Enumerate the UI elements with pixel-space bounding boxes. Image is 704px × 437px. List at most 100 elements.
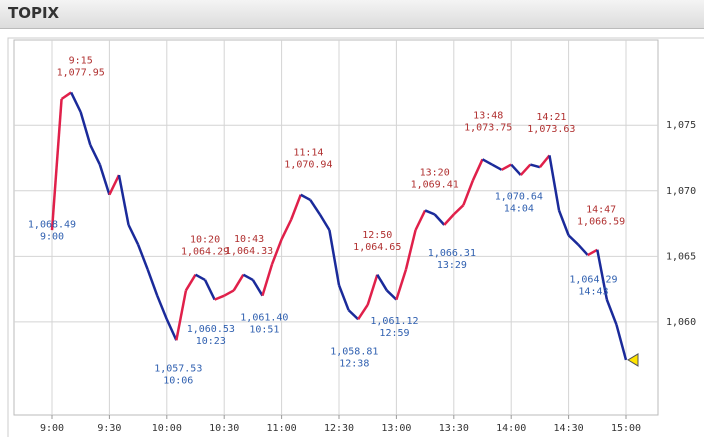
price-segment <box>89 144 101 166</box>
price-segment <box>366 274 379 306</box>
x-tick-label: 15:00 <box>611 423 641 434</box>
price-segment <box>414 209 427 231</box>
price-segment <box>194 273 206 282</box>
annotation-text: 1,060.53 <box>187 324 235 335</box>
price-segment <box>184 274 197 292</box>
annotation-text: 10:23 <box>196 336 226 347</box>
y-tick-label: 1,075 <box>666 120 696 131</box>
price-segment <box>280 219 293 240</box>
price-segment <box>79 111 92 146</box>
price-segment <box>577 243 589 256</box>
annotation-text: 1,057.53 <box>154 363 202 374</box>
last-price-marker <box>627 353 639 367</box>
price-segment <box>404 229 417 270</box>
y-tick-label: 1,060 <box>666 317 696 328</box>
price-segment <box>557 210 570 236</box>
price-segment <box>251 279 264 297</box>
x-tick-label: 14:30 <box>554 423 584 434</box>
annotation-text: 1,061.40 <box>240 313 288 324</box>
price-segment <box>376 274 388 292</box>
annotation-text: 1,064.29 <box>569 275 617 286</box>
price-segment <box>70 91 82 113</box>
price-segment <box>605 299 618 325</box>
price-segment <box>136 244 149 270</box>
annotation-text: 1,070.64 <box>495 191 543 202</box>
annotation-text: 12:38 <box>339 359 369 370</box>
x-tick-label: 9:30 <box>97 423 121 434</box>
price-segment <box>50 98 63 231</box>
annotation-text: 1,077.95 <box>57 68 105 79</box>
annotation-text: 11:14 <box>293 147 323 158</box>
price-segment <box>481 158 493 166</box>
annotation-text: 1,064.65 <box>353 242 401 253</box>
price-segment <box>538 154 551 168</box>
annotation-text: 1,069.41 <box>411 180 459 191</box>
price-segment <box>289 194 302 221</box>
annotation-text: 14:43 <box>578 287 608 298</box>
annotation-text: 12:50 <box>362 230 392 241</box>
annotation-text: 9:00 <box>40 232 64 243</box>
price-segment <box>587 248 598 257</box>
price-segment <box>165 318 178 341</box>
price-segment <box>328 229 341 286</box>
price-segment <box>491 163 503 171</box>
price-segment <box>471 158 484 181</box>
annotation-text: 10:43 <box>234 234 264 245</box>
price-segment <box>433 213 446 226</box>
price-segment <box>175 290 188 341</box>
annotation-text: 13:29 <box>437 260 467 271</box>
price-segment <box>318 213 331 231</box>
price-segment <box>60 91 72 101</box>
price-segment <box>452 204 465 216</box>
y-tick-label: 1,065 <box>666 251 696 262</box>
x-tick-label: 10:00 <box>152 423 182 434</box>
annotation-text: 13:20 <box>420 168 450 179</box>
annotation-text: 1,073.63 <box>527 124 575 135</box>
price-segment <box>357 304 369 320</box>
annotation-text: 1,073.75 <box>464 123 512 134</box>
price-segment <box>98 164 111 196</box>
price-segment <box>519 163 532 176</box>
price-segment <box>300 193 311 202</box>
x-tick-label: 12:30 <box>324 423 354 434</box>
price-segment <box>214 294 225 301</box>
annotation-text: 14:47 <box>586 204 616 215</box>
annotation-text: 14:04 <box>504 203 534 214</box>
annotation-text: 10:20 <box>190 235 220 246</box>
annotation-text: 10:51 <box>249 325 279 336</box>
price-segment <box>232 274 245 292</box>
price-segment <box>117 174 130 226</box>
annotation-text: 1,061.12 <box>370 316 418 327</box>
price-segment <box>242 273 254 282</box>
x-tick-label: 10:30 <box>209 423 239 434</box>
price-segment <box>510 163 522 176</box>
x-tick-label: 13:00 <box>381 423 411 434</box>
annotation-text: 13:48 <box>473 111 503 122</box>
page-title: TOPIX <box>8 4 60 22</box>
annotation-text: 12:59 <box>379 328 409 339</box>
price-segment <box>146 269 159 297</box>
price-segment <box>530 163 541 169</box>
price-segment <box>501 163 512 171</box>
annotation-text: 1,064.33 <box>225 246 273 257</box>
price-segment <box>462 179 475 206</box>
price-segment <box>127 224 140 246</box>
price-segment <box>337 284 350 311</box>
price-segment <box>567 234 580 246</box>
chart-panel <box>7 37 704 437</box>
x-tick-label: 9:00 <box>40 423 64 434</box>
x-tick-label: 14:00 <box>496 423 526 434</box>
x-tick-label: 13:30 <box>439 423 469 434</box>
annotation-text: 1,066.31 <box>428 248 476 259</box>
annotation-text: 1,068.49 <box>28 220 76 231</box>
annotation-text: 1,070.94 <box>284 159 332 170</box>
price-segment <box>424 209 436 216</box>
annotation-text: 9:15 <box>69 56 93 67</box>
annotation-text: 14:21 <box>536 112 566 123</box>
price-segment <box>548 155 561 211</box>
price-segment <box>615 324 628 361</box>
price-segment <box>270 238 283 265</box>
price-segment <box>261 263 274 297</box>
